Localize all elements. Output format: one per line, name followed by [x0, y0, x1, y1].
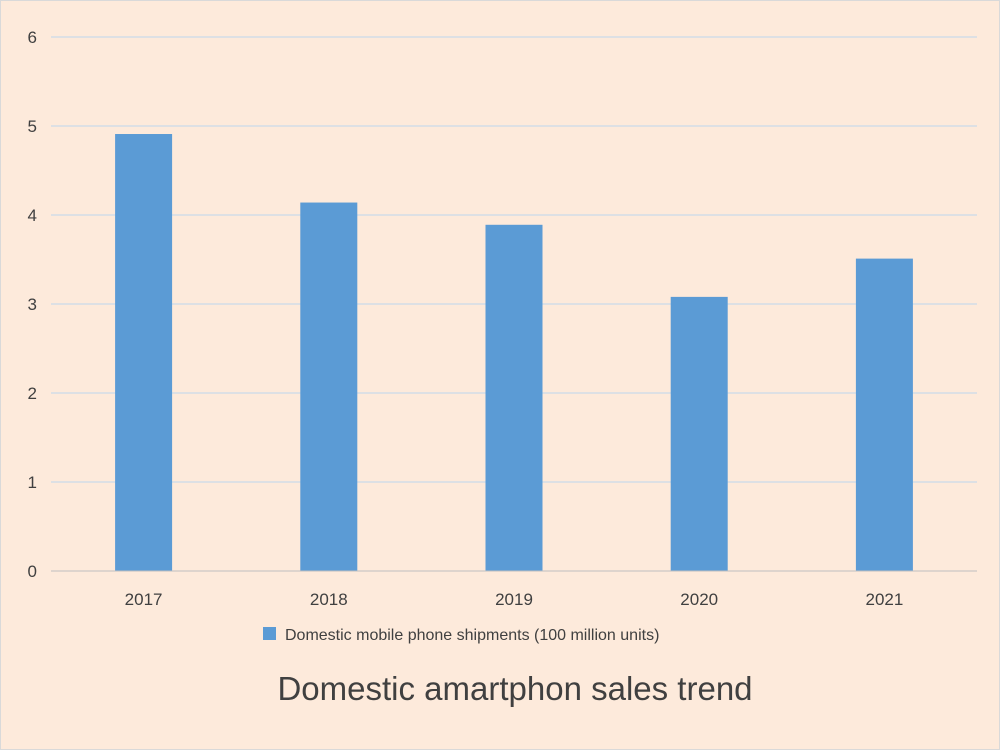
- legend-swatch: [263, 627, 276, 640]
- y-tick-label: 4: [28, 206, 37, 225]
- bars: [115, 134, 913, 572]
- bar-2018: [300, 202, 358, 572]
- legend-label: Domestic mobile phone shipments (100 mil…: [285, 627, 659, 644]
- y-tick-label: 3: [28, 295, 37, 314]
- x-tick-label: 2021: [865, 590, 903, 609]
- bar-2017: [115, 134, 173, 571]
- legend: Domestic mobile phone shipments (100 mil…: [263, 627, 659, 644]
- x-tick-label: 2017: [125, 590, 163, 609]
- y-tick-label: 1: [28, 473, 37, 492]
- y-axis-tick-labels: 0 1 2 3 4 5 6: [28, 28, 37, 581]
- x-axis-tick-labels: 2017 2018 2019 2020 2021: [125, 590, 904, 609]
- x-tick-label: 2019: [495, 590, 533, 609]
- y-tick-label: 0: [28, 562, 37, 581]
- y-tick-label: 5: [28, 117, 37, 136]
- x-tick-label: 2018: [310, 590, 348, 609]
- x-tick-label: 2020: [680, 590, 718, 609]
- bar-2019: [485, 224, 543, 572]
- bar-2021: [855, 258, 913, 571]
- y-tick-label: 6: [28, 28, 37, 47]
- chart-title: Domestic amartphon sales trend: [277, 670, 752, 707]
- bar-2020: [670, 296, 728, 571]
- y-tick-label: 2: [28, 384, 37, 403]
